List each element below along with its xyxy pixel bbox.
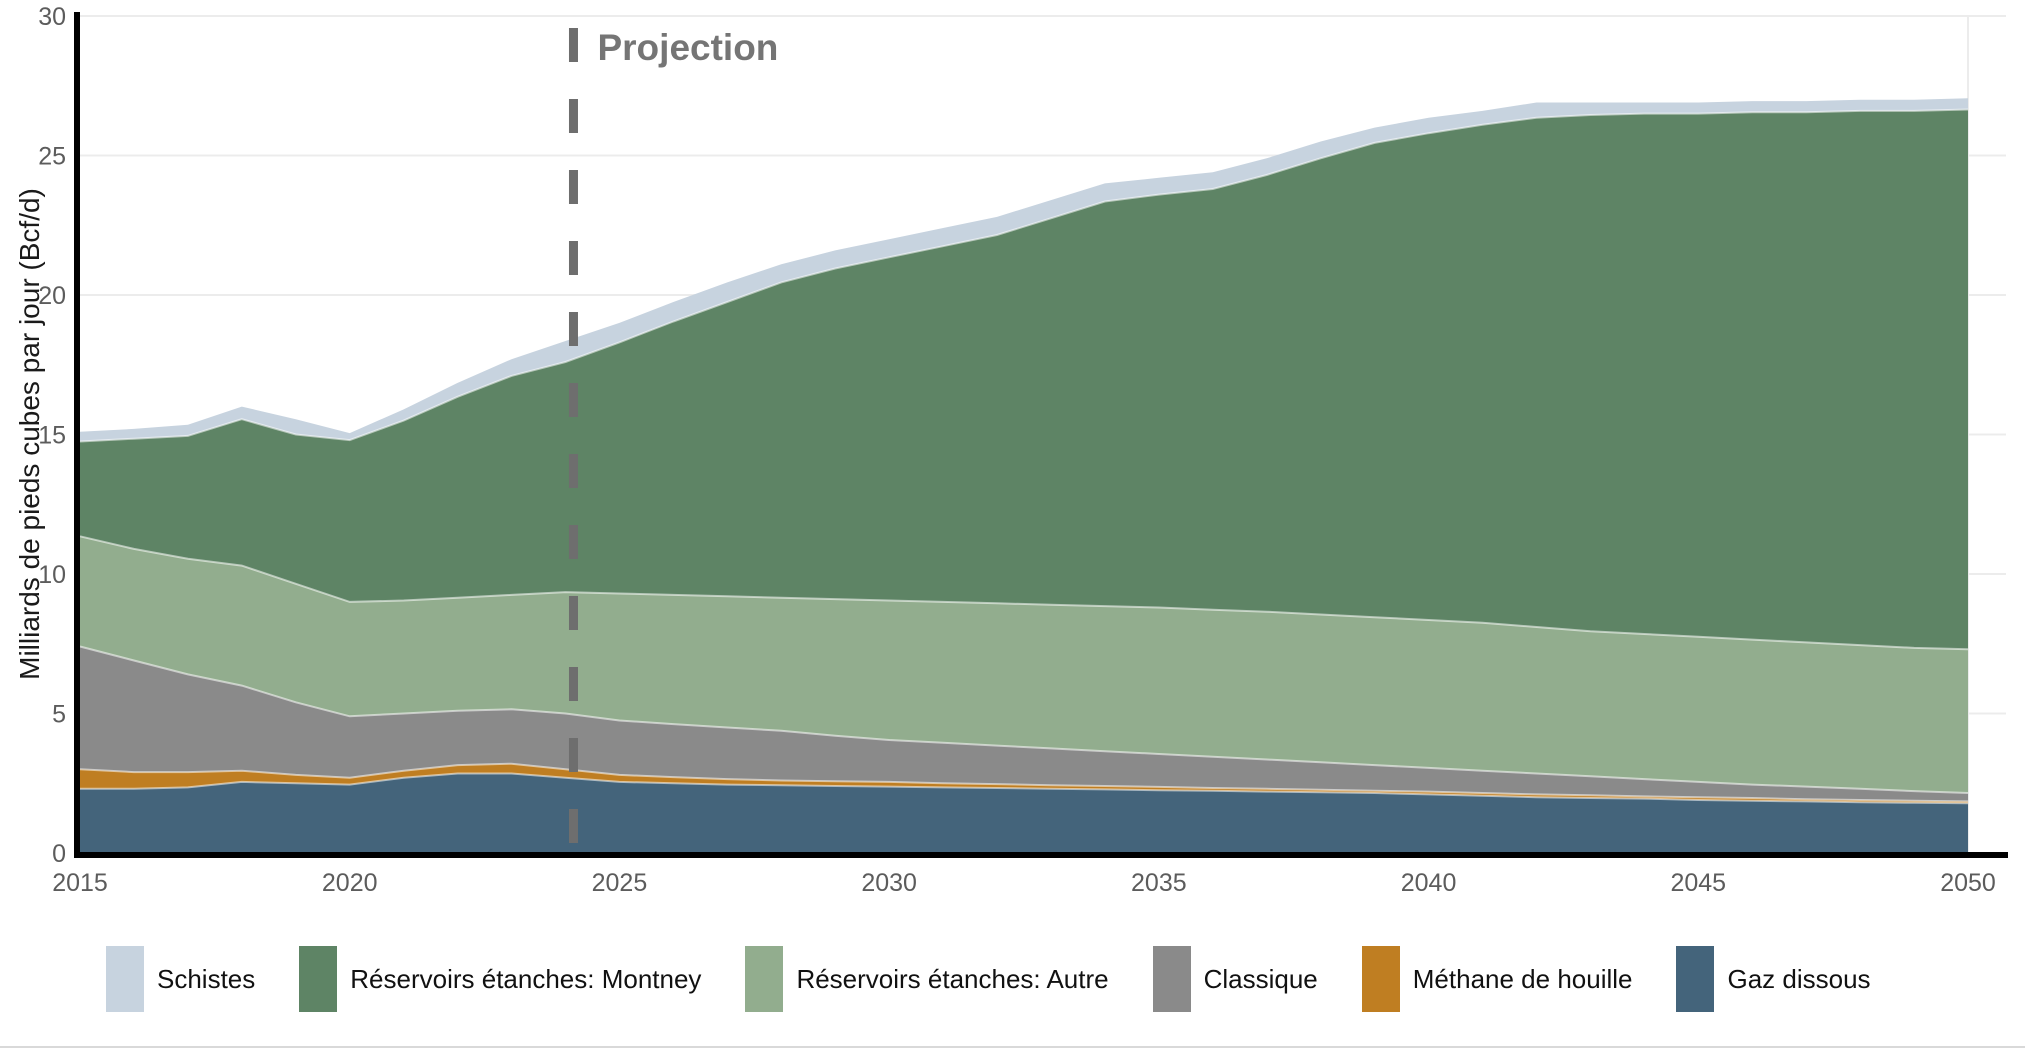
- legend-label: Gaz dissous: [1727, 963, 1871, 994]
- bottom-divider: [0, 1046, 2025, 1048]
- x-tick-label-2035: 2035: [1131, 869, 1187, 897]
- legend: Schistes Réservoirs étanches: Montney Rése…: [106, 946, 1871, 1012]
- y-tick-label-25: 25: [38, 143, 66, 171]
- y-tick-label-0: 0: [52, 840, 66, 868]
- legend-swatch-classique: [1152, 946, 1191, 1012]
- x-tick-label-2040: 2040: [1401, 869, 1457, 897]
- legend-item-classique[interactable]: Classique: [1152, 946, 1318, 1012]
- x-tick-label-2030: 2030: [861, 869, 917, 897]
- legend-swatch-reservoirs-etanches-autre: [745, 946, 784, 1012]
- legend-label: Classique: [1203, 963, 1318, 994]
- boundary-methane-de-houille: [79, 762, 1969, 803]
- legend-label: Réservoirs étanches: Montney: [350, 963, 702, 994]
- legend-label: Méthane de houille: [1412, 963, 1633, 994]
- legend-item-methane-de-houille[interactable]: Méthane de houille: [1361, 946, 1633, 1012]
- legend-item-schistes[interactable]: Schistes: [106, 946, 255, 1012]
- x-tick-label-2045: 2045: [1670, 869, 1726, 897]
- projection-label: Projection: [597, 27, 778, 68]
- legend-item-reservoirs-etanches-autre[interactable]: Réservoirs étanches: Autre: [745, 946, 1109, 1012]
- x-tick-label-2025: 2025: [592, 869, 648, 897]
- x-tick-label-2020: 2020: [322, 869, 378, 897]
- boundary-classique: [79, 645, 1969, 794]
- y-tick-label-15: 15: [38, 422, 66, 450]
- legend-item-reservoirs-etanches-montney[interactable]: Réservoirs étanches: Montney: [299, 946, 701, 1012]
- y-tick-label-10: 10: [38, 561, 66, 589]
- boundary-reservoirs-etanches-montney: [79, 108, 1969, 443]
- legend-label: Réservoirs étanches: Autre: [796, 963, 1109, 994]
- x-tick-label-2050: 2050: [1940, 869, 1996, 897]
- y-tick-label-5: 5: [52, 701, 66, 729]
- x-tick-label-2015: 2015: [52, 869, 108, 897]
- legend-label: Schistes: [157, 963, 256, 994]
- legend-swatch-reservoirs-etanches-montney: [299, 946, 338, 1012]
- y-tick-label-30: 30: [38, 3, 66, 31]
- boundary-gaz-dissous: [80, 772, 1969, 805]
- legend-item-gaz-dissous[interactable]: Gaz dissous: [1676, 946, 1871, 1012]
- legend-swatch-gaz-dissous: [1676, 946, 1715, 1012]
- legend-swatch-schistes: [106, 946, 144, 1012]
- boundary-reservoirs-etanches-autre: [79, 535, 1969, 651]
- area-gaz-dissous: [80, 773, 1968, 853]
- legend-swatch-methane-de-houille: [1361, 946, 1400, 1012]
- y-tick-label-20: 20: [38, 282, 66, 310]
